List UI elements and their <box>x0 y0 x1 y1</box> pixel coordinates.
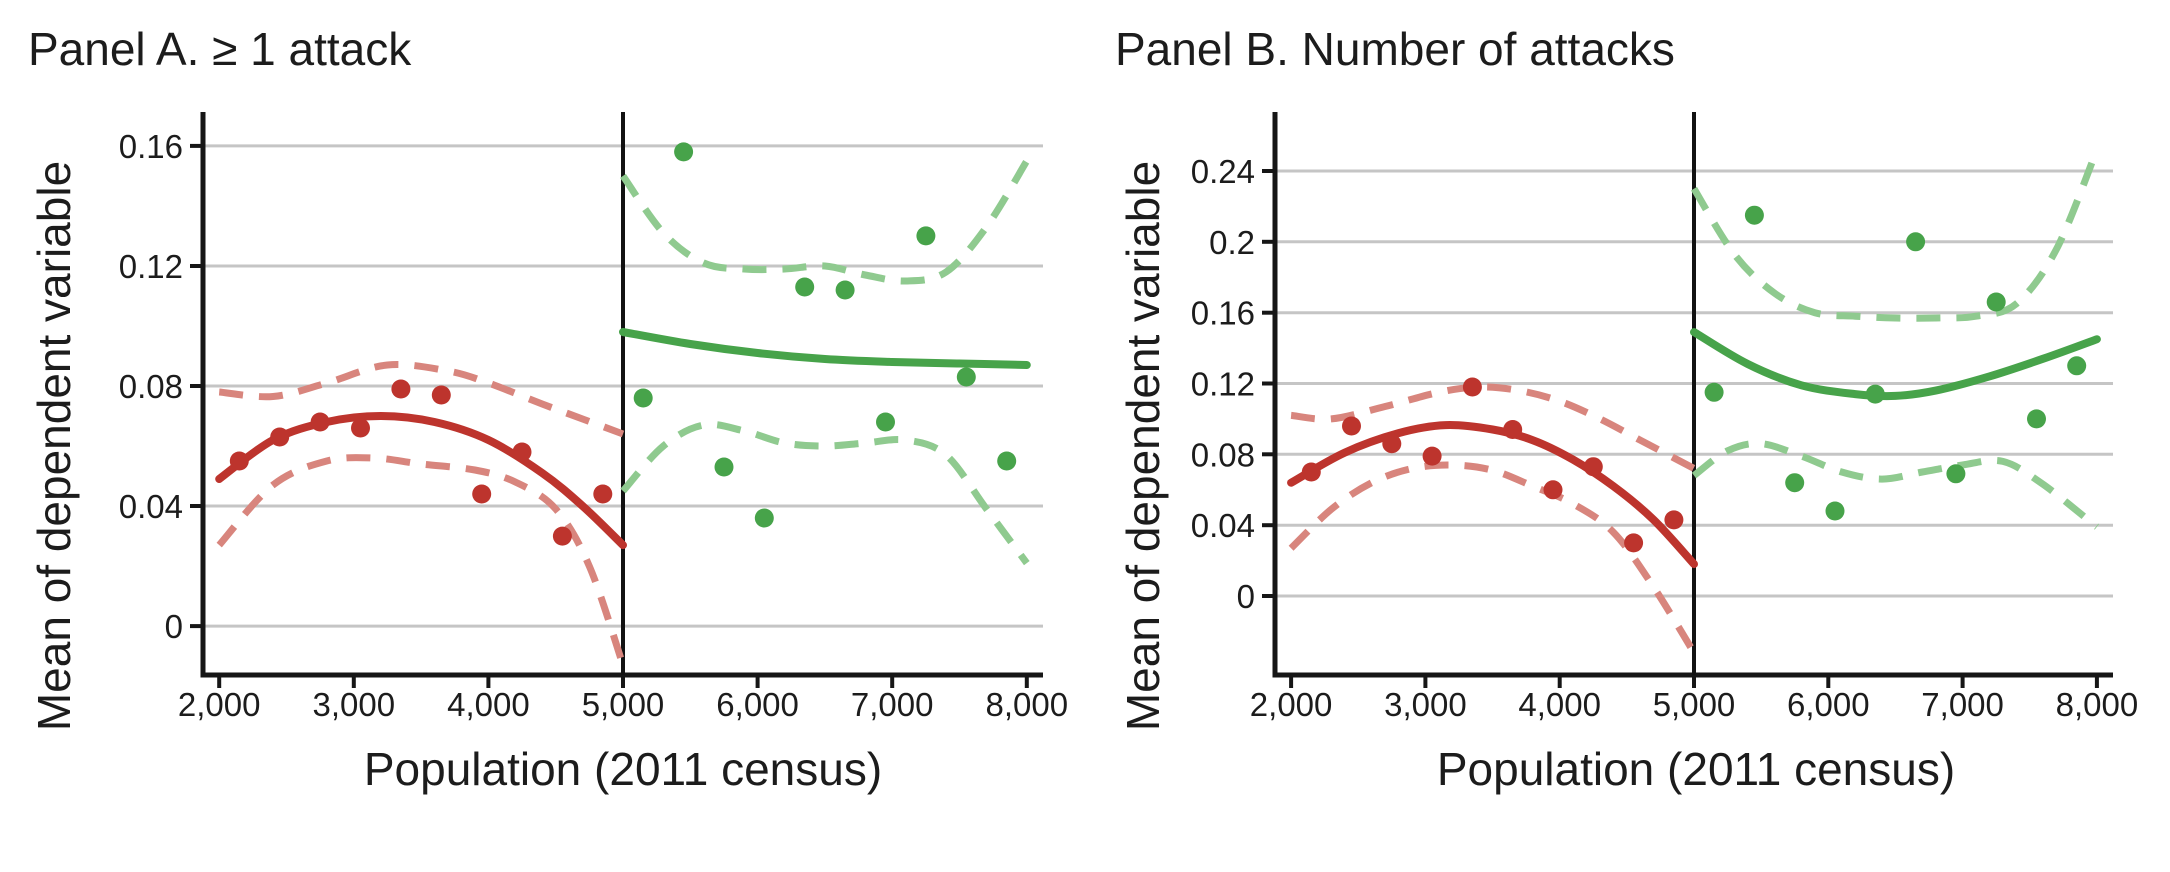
binned-means-above-cutoff-dot <box>2067 356 2087 376</box>
binned-means-above-cutoff-dot <box>916 226 936 246</box>
panel-a-x-axis-label: Population (2011 census) <box>363 743 883 795</box>
x-tick-label: 8,000 <box>986 686 1069 723</box>
binned-means-above-cutoff-dot <box>1704 382 1724 402</box>
x-tick-label: 3,000 <box>313 686 396 723</box>
binned-means-below-cutoff-dot <box>1342 416 1361 436</box>
y-tick-label: 0.12 <box>119 248 183 285</box>
ci-upper-below-cutoff-line <box>1290 383 1696 472</box>
x-tick-label: 4,000 <box>447 686 530 723</box>
fit-above-cutoff-line <box>1690 328 2101 401</box>
binned-means-below-cutoff-dot <box>1422 446 1442 466</box>
binned-means-above-cutoff-dot <box>876 412 895 432</box>
ci-upper-above-cutoff-line <box>620 159 1030 285</box>
x-tick-label: 7,000 <box>851 686 934 723</box>
panel-b-title: Panel B. Number of attacks <box>1115 23 1675 75</box>
binned-means-above-cutoff-dot <box>633 388 653 408</box>
binned-means-below-cutoff-dot <box>431 385 451 405</box>
binned-means-below-cutoff-dot <box>472 484 492 504</box>
binned-means-below-cutoff-dot <box>1624 533 1644 553</box>
binned-means-above-cutoff-dot <box>956 367 976 387</box>
binned-means-below-cutoff-dot <box>1583 457 1603 477</box>
ci-lower-below-cutoff-line <box>1288 461 1697 655</box>
binned-means-above-cutoff-dot <box>1986 292 2006 312</box>
binned-means-above-cutoff-dot <box>997 451 1017 471</box>
panel-b-plot-area: 2,000 3,000 4,000 5,000 6,000 7,000 8,000 0 0.04… <box>1191 112 2139 723</box>
binned-means-below-cutoff-dot <box>1382 434 1402 454</box>
binned-means-below-cutoff-dot <box>310 412 330 432</box>
y-tick-label: 0 <box>1237 578 1255 615</box>
panel-a-plot-area: 2,000 3,000 4,000 5,000 6,000 7,000 8,000 0 0.04… <box>119 112 1069 723</box>
binned-means-above-cutoff-dot <box>1906 232 1926 252</box>
ci-lower-above-cutoff-line <box>620 420 1030 566</box>
y-tick-label: 0.16 <box>119 128 183 165</box>
binned-means-above-cutoff-dot <box>2027 409 2046 429</box>
ci-lower-above-cutoff-line <box>1691 440 2100 530</box>
x-tick-label: 3,000 <box>1384 686 1467 723</box>
y-tick-label: 0.04 <box>119 488 183 525</box>
binned-means-above-cutoff-dot <box>1825 501 1845 521</box>
binned-means-above-cutoff-dot <box>835 280 855 300</box>
binned-means-below-cutoff-dot <box>351 418 370 438</box>
x-tick-label: 8,000 <box>2056 686 2139 723</box>
binned-means-above-cutoff-dot <box>1785 473 1805 493</box>
x-tick-label: 7,000 <box>1921 686 2004 723</box>
y-tick-label: 0.08 <box>1191 436 1255 473</box>
binned-means-above-cutoff-dot <box>1865 384 1885 404</box>
x-tick-label: 5,000 <box>582 686 665 723</box>
ci-upper-below-cutoff-line <box>218 361 625 438</box>
binned-means-below-cutoff-dot <box>552 526 572 546</box>
y-tick-label: 0.04 <box>1191 507 1255 544</box>
fit-above-cutoff-line <box>619 328 1031 369</box>
y-tick-label: 0.2 <box>1209 224 1255 261</box>
binned-means-above-cutoff-dot <box>795 277 815 297</box>
x-tick-label: 5,000 <box>1653 686 1736 723</box>
binned-means-below-cutoff-dot <box>593 484 613 504</box>
binned-means-below-cutoff-dot <box>512 442 532 462</box>
x-tick-label: 2,000 <box>1250 686 1333 723</box>
binned-means-below-cutoff-dot <box>1503 420 1523 439</box>
x-tick-label: 6,000 <box>716 686 799 723</box>
binned-means-below-cutoff-dot <box>1543 480 1563 500</box>
y-tick-label: 0.12 <box>1191 366 1255 403</box>
binned-means-below-cutoff-dot <box>391 379 411 399</box>
y-tick-label: 0 <box>165 608 183 645</box>
y-tick-label: 0.16 <box>1191 295 1255 332</box>
binned-means-below-cutoff-dot <box>229 451 249 471</box>
y-tick-label: 0.24 <box>1191 153 1255 190</box>
binned-means-above-cutoff-dot <box>674 142 694 162</box>
binned-means-below-cutoff-dot <box>1301 462 1321 482</box>
panel-b: Panel B. Number of attacks Mean of depen… <box>1085 0 2170 872</box>
binned-means-above-cutoff-dot <box>1744 205 1764 225</box>
ci-upper-above-cutoff-line <box>1691 148 2101 322</box>
binned-means-above-cutoff-dot <box>754 508 774 528</box>
x-tick-label: 2,000 <box>178 686 261 723</box>
panel-a-title: Panel A. ≥ 1 attack <box>28 23 412 75</box>
binned-means-below-cutoff-dot <box>270 427 290 447</box>
panel-a: Panel A. ≥ 1 attack Mean of dependent va… <box>28 23 1069 795</box>
panel-b-x-axis-label: Population (2011 census) <box>1436 743 1956 795</box>
binned-means-above-cutoff-dot <box>1946 464 1966 484</box>
x-tick-label: 4,000 <box>1518 686 1601 723</box>
binned-means-below-cutoff-dot <box>1462 377 1482 397</box>
binned-means-above-cutoff-dot <box>714 457 734 477</box>
binned-means-below-cutoff-dot <box>1664 510 1684 530</box>
y-tick-label: 0.08 <box>119 368 183 405</box>
x-tick-label: 6,000 <box>1787 686 1870 723</box>
